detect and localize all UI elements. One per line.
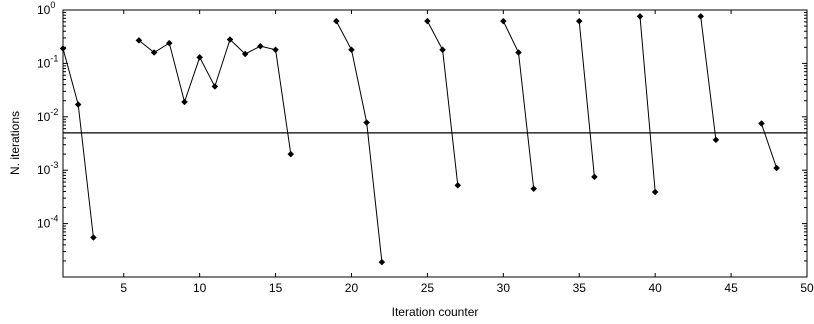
data-point [287, 150, 295, 158]
data-point [348, 46, 355, 54]
y-tick-label-base: 10 [37, 110, 51, 124]
x-tick-label: 30 [497, 281, 511, 295]
data-point [515, 49, 522, 56]
series-line-8 [700, 16, 717, 140]
data-point [651, 188, 659, 196]
data-point [181, 98, 188, 106]
data-point [424, 17, 431, 25]
data-point [575, 17, 583, 25]
x-tick-label: 45 [724, 281, 738, 295]
plot-area [62, 9, 808, 278]
data-point [758, 120, 765, 127]
data-point [165, 39, 173, 47]
data-point [332, 17, 340, 25]
x-tick-label: 15 [269, 281, 283, 295]
y-tick-label-exponent: -1 [50, 53, 58, 63]
series-line-7 [639, 16, 656, 193]
y-tick-label-base: 10 [37, 217, 51, 231]
data-point [439, 46, 446, 54]
y-axis-label: N. iterations [8, 111, 22, 175]
series-line-3 [335, 20, 383, 263]
x-tick-label: 50 [800, 281, 814, 295]
data-point [363, 119, 371, 126]
data-point [135, 37, 143, 44]
y-tick-label-exponent: 0 [50, 0, 55, 10]
data-point [90, 234, 97, 241]
x-tick-label: 35 [573, 281, 587, 295]
series-line-6 [578, 21, 595, 177]
x-axis-label: Iteration counter [392, 305, 479, 319]
data-point [150, 49, 158, 56]
y-tick-label: 100 [37, 0, 55, 17]
x-tick-label: 20 [345, 281, 359, 295]
data-point [241, 50, 249, 58]
data-point [773, 164, 780, 172]
y-tick-label-base: 10 [37, 163, 51, 177]
data-point [74, 101, 82, 108]
x-tick-label: 25 [421, 281, 435, 295]
y-tick-label: 10-4 [37, 214, 58, 231]
data-point [257, 42, 264, 50]
x-tick-label: 5 [120, 281, 127, 295]
x-ticks: 5 10 15 20 25 30 35 40 45 50 [120, 10, 814, 295]
data-point [226, 36, 234, 43]
data-point [530, 185, 538, 193]
y-tick-label: 10-1 [37, 53, 58, 70]
data-point [211, 83, 219, 90]
series-layer [59, 13, 780, 266]
data-point [272, 46, 279, 54]
x-tick-label: 10 [193, 281, 207, 295]
y-tick-label-exponent: -2 [50, 107, 58, 117]
y-tick-label: 10-3 [37, 160, 58, 177]
x-tick-label: 40 [648, 281, 662, 295]
data-point [378, 258, 386, 266]
data-point [499, 17, 507, 25]
y-tick-label: 10-2 [37, 107, 58, 124]
data-point [636, 13, 644, 20]
y-tick-label-exponent: -3 [50, 160, 58, 170]
data-point [591, 173, 598, 181]
series-line-9 [760, 123, 778, 169]
y-tick-label-exponent: -4 [50, 214, 58, 224]
data-point [697, 13, 705, 20]
y-tick-label-base: 10 [37, 56, 51, 70]
data-point [712, 136, 720, 144]
data-point [196, 53, 204, 61]
y-tick-label-base: 10 [37, 3, 51, 17]
data-point [454, 182, 462, 189]
